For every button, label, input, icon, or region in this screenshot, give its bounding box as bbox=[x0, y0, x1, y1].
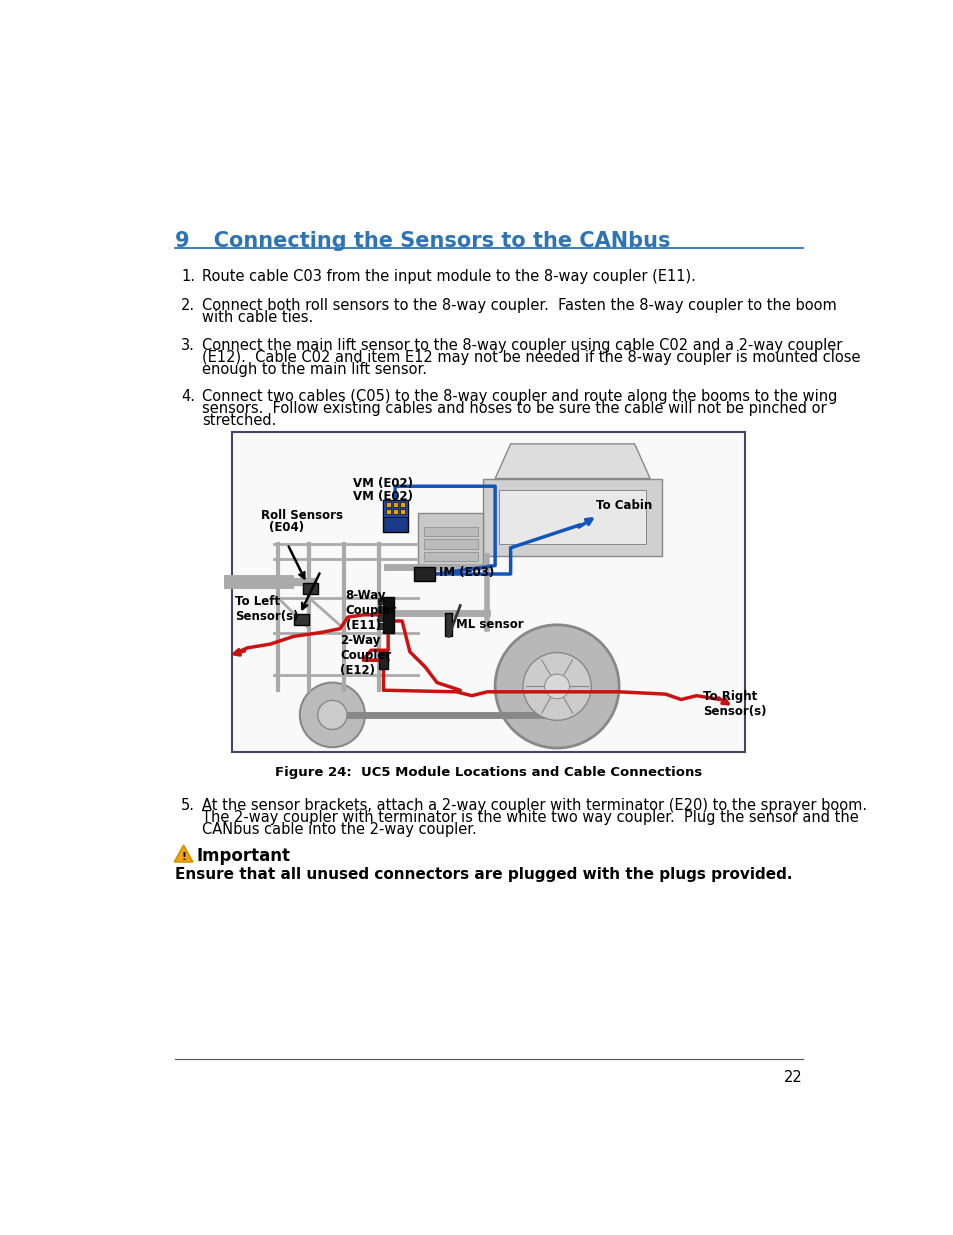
Text: To Right
Sensor(s): To Right Sensor(s) bbox=[702, 690, 765, 719]
Text: At the sensor brackets, attach a 2-way coupler with terminator (E20) to the spra: At the sensor brackets, attach a 2-way c… bbox=[202, 798, 866, 813]
Bar bbox=[385, 503, 391, 508]
Bar bbox=[399, 509, 405, 514]
Bar bbox=[423, 552, 477, 561]
Circle shape bbox=[544, 674, 569, 699]
Text: VM (E02): VM (E02) bbox=[353, 490, 413, 503]
Bar bbox=[498, 490, 645, 543]
Text: Roll Sensors: Roll Sensors bbox=[261, 509, 343, 522]
Bar bbox=[399, 503, 405, 508]
Bar bbox=[393, 503, 397, 508]
Text: Connect the main lift sensor to the 8-way coupler using cable C02 and a 2-way co: Connect the main lift sensor to the 8-wa… bbox=[202, 338, 841, 353]
Bar bbox=[294, 614, 309, 625]
Polygon shape bbox=[495, 443, 649, 478]
Bar bbox=[483, 478, 661, 556]
Text: sensors.  Follow existing cables and hoses to be sure the cable will not be pinc: sensors. Follow existing cables and hose… bbox=[202, 401, 826, 416]
Bar bbox=[393, 509, 397, 514]
Text: IM (E03): IM (E03) bbox=[438, 566, 494, 579]
Text: with cable ties.: with cable ties. bbox=[202, 310, 314, 325]
Text: enough to the main lift sensor.: enough to the main lift sensor. bbox=[202, 362, 427, 377]
Bar bbox=[377, 624, 382, 630]
Bar bbox=[377, 615, 382, 621]
Bar bbox=[417, 514, 483, 567]
Bar bbox=[232, 432, 744, 752]
Text: To Left
Sensor(s): To Left Sensor(s) bbox=[235, 595, 298, 624]
Bar bbox=[377, 606, 382, 613]
Bar bbox=[423, 527, 477, 536]
Text: 8-Way
Coupler
(E11): 8-Way Coupler (E11) bbox=[345, 589, 396, 631]
Text: !: ! bbox=[181, 852, 186, 862]
Bar bbox=[378, 652, 388, 668]
Text: (E04): (E04) bbox=[269, 521, 304, 534]
Text: 1.: 1. bbox=[181, 269, 195, 284]
Text: 2.: 2. bbox=[181, 299, 195, 314]
Circle shape bbox=[317, 700, 347, 730]
Text: stretched.: stretched. bbox=[202, 412, 276, 429]
Text: VM (E02): VM (E02) bbox=[353, 477, 413, 490]
Bar bbox=[444, 614, 452, 636]
Text: 2-Way
Coupler
(E12): 2-Way Coupler (E12) bbox=[340, 634, 391, 677]
Text: Route cable C03 from the input module to the 8-way coupler (E11).: Route cable C03 from the input module to… bbox=[202, 269, 696, 284]
Circle shape bbox=[522, 652, 591, 720]
Text: 4.: 4. bbox=[181, 389, 195, 404]
Text: (E12).  Cable C02 and item E12 may not be needed if the 8-way coupler is mounted: (E12). Cable C02 and item E12 may not be… bbox=[202, 351, 860, 366]
Bar bbox=[414, 567, 435, 580]
Text: Important: Important bbox=[196, 846, 291, 864]
Text: 3.: 3. bbox=[181, 338, 195, 353]
Text: 22: 22 bbox=[783, 1070, 802, 1084]
Circle shape bbox=[299, 683, 365, 747]
Bar bbox=[423, 540, 477, 548]
Text: Connecting the Sensors to the CANbus: Connecting the Sensors to the CANbus bbox=[192, 231, 670, 251]
Text: 5.: 5. bbox=[181, 798, 195, 813]
Bar bbox=[303, 583, 318, 594]
Bar bbox=[382, 500, 407, 532]
Bar bbox=[382, 500, 407, 517]
Polygon shape bbox=[174, 845, 193, 862]
Bar bbox=[385, 509, 391, 514]
Text: ML sensor: ML sensor bbox=[456, 619, 523, 631]
Bar bbox=[382, 597, 394, 632]
Text: 9: 9 bbox=[174, 231, 190, 251]
Circle shape bbox=[495, 625, 618, 748]
Text: Connect both roll sensors to the 8-way coupler.  Fasten the 8-way coupler to the: Connect both roll sensors to the 8-way c… bbox=[202, 299, 836, 314]
Text: The 2-way coupler with terminator is the white two way coupler.  Plug the sensor: The 2-way coupler with terminator is the… bbox=[202, 810, 858, 825]
Text: To Cabin: To Cabin bbox=[596, 499, 652, 513]
Text: Connect two cables (C05) to the 8-way coupler and route along the booms to the w: Connect two cables (C05) to the 8-way co… bbox=[202, 389, 837, 404]
Text: CANbus cable into the 2-way coupler.: CANbus cable into the 2-way coupler. bbox=[202, 823, 477, 837]
Bar bbox=[377, 598, 382, 604]
Text: Figure 24:  UC5 Module Locations and Cable Connections: Figure 24: UC5 Module Locations and Cabl… bbox=[274, 766, 701, 779]
Text: Ensure that all unused connectors are plugged with the plugs provided.: Ensure that all unused connectors are pl… bbox=[174, 867, 792, 882]
